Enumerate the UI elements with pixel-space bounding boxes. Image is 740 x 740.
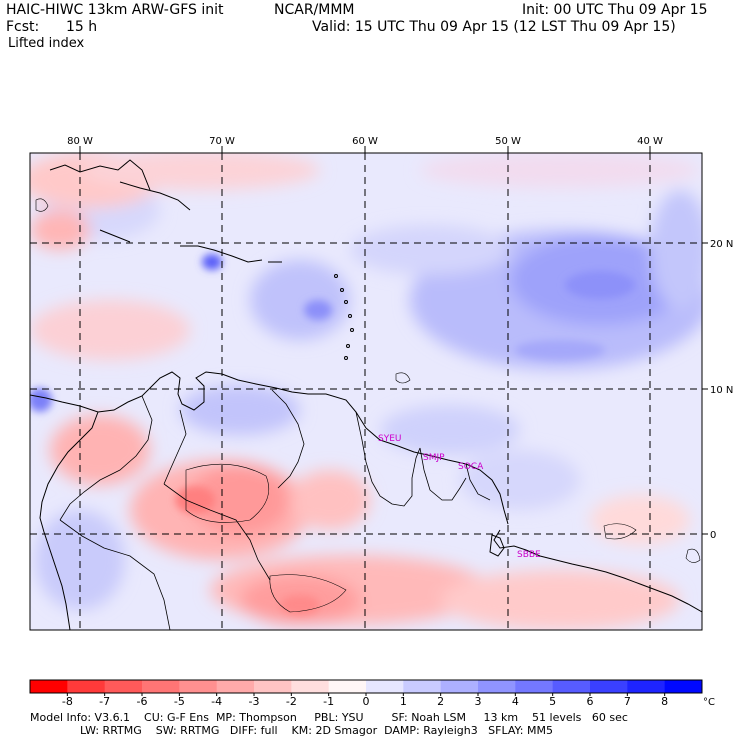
colorbar-swatch — [515, 680, 554, 693]
fcst-value: 15 h — [66, 19, 98, 35]
valid-time: Valid: 15 UTC Thu 09 Apr 15 (12 LST Thu … — [312, 19, 676, 35]
station-sbbe: SBBE — [517, 550, 541, 560]
colorbar-label: 3 — [475, 695, 482, 708]
gridlines — [30, 153, 702, 630]
footer-line-2: LW: RRTMG SW: RRTMG DIFF: full KM: 2D Sm… — [80, 724, 553, 737]
fcst-label: Fcst: — [6, 19, 40, 35]
colorbar-label: 8 — [661, 695, 668, 708]
colorbar-label: 0 — [363, 695, 370, 708]
axis-labels: 80 W 70 W 60 W 50 W 40 W 20 N 10 N 0 — [67, 136, 733, 541]
lon-label-40w: 40 W — [637, 136, 663, 147]
colorbar-swatch — [254, 680, 292, 693]
colorbar-swatch — [590, 680, 628, 693]
colorbar-label: -6 — [137, 695, 148, 708]
colorbar-label: 1 — [400, 695, 407, 708]
coastlines — [30, 159, 702, 630]
colorbar-swatch — [67, 680, 106, 693]
colorbar-swatch — [478, 680, 516, 693]
lon-label-60w: 60 W — [352, 136, 378, 147]
lon-label-50w: 50 W — [495, 136, 521, 147]
footer-line-1: Model Info: V3.6.1 CU: G-F Ens MP: Thomp… — [30, 711, 628, 724]
colorbar-swatch — [366, 680, 404, 693]
colorbar-label: -3 — [249, 695, 260, 708]
colorbar-swatch — [216, 680, 255, 693]
axis-ticks — [79, 146, 708, 535]
colorbar — [30, 680, 703, 696]
contours — [35, 198, 701, 613]
station-syeu: SYEU — [378, 434, 401, 444]
colorbar-swatch — [440, 680, 479, 693]
colorbar-label: -5 — [174, 695, 185, 708]
field-name: Lifted index — [8, 36, 85, 51]
colorbar-unit: °C — [703, 697, 715, 708]
station-markers: SYEU SMJP SOCA SBBE — [378, 434, 541, 560]
colorbar-label: 5 — [549, 695, 556, 708]
colorbar-swatch — [664, 680, 703, 693]
model-title: HAIC-HIWC 13km ARW-GFS init — [6, 2, 224, 18]
colorbar-swatch — [291, 680, 330, 693]
colorbar-label: -1 — [323, 695, 334, 708]
colorbar-swatch — [552, 680, 591, 693]
colorbar-swatch — [142, 680, 180, 693]
colorbar-label: 4 — [512, 695, 519, 708]
colorbar-label: 7 — [624, 695, 631, 708]
lat-label-0: 0 — [710, 530, 716, 541]
station-soca: SOCA — [458, 462, 484, 472]
map-field: SYEU SMJP SOCA SBBE — [30, 153, 702, 630]
lon-label-70w: 70 W — [209, 136, 235, 147]
colorbar-label: -4 — [211, 695, 222, 708]
colorbar-label: -7 — [99, 695, 110, 708]
colorbar-swatch — [179, 680, 218, 693]
colorbar-swatch — [30, 680, 68, 693]
colorbar-label: -8 — [62, 695, 73, 708]
colorbar-swatch — [403, 680, 442, 693]
colorbar-label: -2 — [286, 695, 297, 708]
map-frame — [29, 152, 703, 631]
colorbar-swatch — [104, 680, 143, 693]
lat-label-10n: 10 N — [710, 385, 733, 396]
lon-label-80w: 80 W — [67, 136, 93, 147]
init-time: Init: 00 UTC Thu 09 Apr 15 — [522, 2, 708, 18]
colorbar-frame — [29, 679, 703, 694]
colorbar-swatch — [328, 680, 367, 693]
station-smjp: SMJP — [423, 453, 445, 463]
org-label: NCAR/MMM — [274, 2, 355, 18]
lat-label-20n: 20 N — [710, 239, 733, 250]
colorbar-labels: -8 -7 -6 -5 -4 -3 -2 -1 0 1 2 3 4 5 6 7 8 — [62, 695, 668, 708]
colorbar-label: 2 — [437, 695, 444, 708]
colorbar-swatch — [627, 680, 666, 693]
colorbar-label: 6 — [587, 695, 594, 708]
